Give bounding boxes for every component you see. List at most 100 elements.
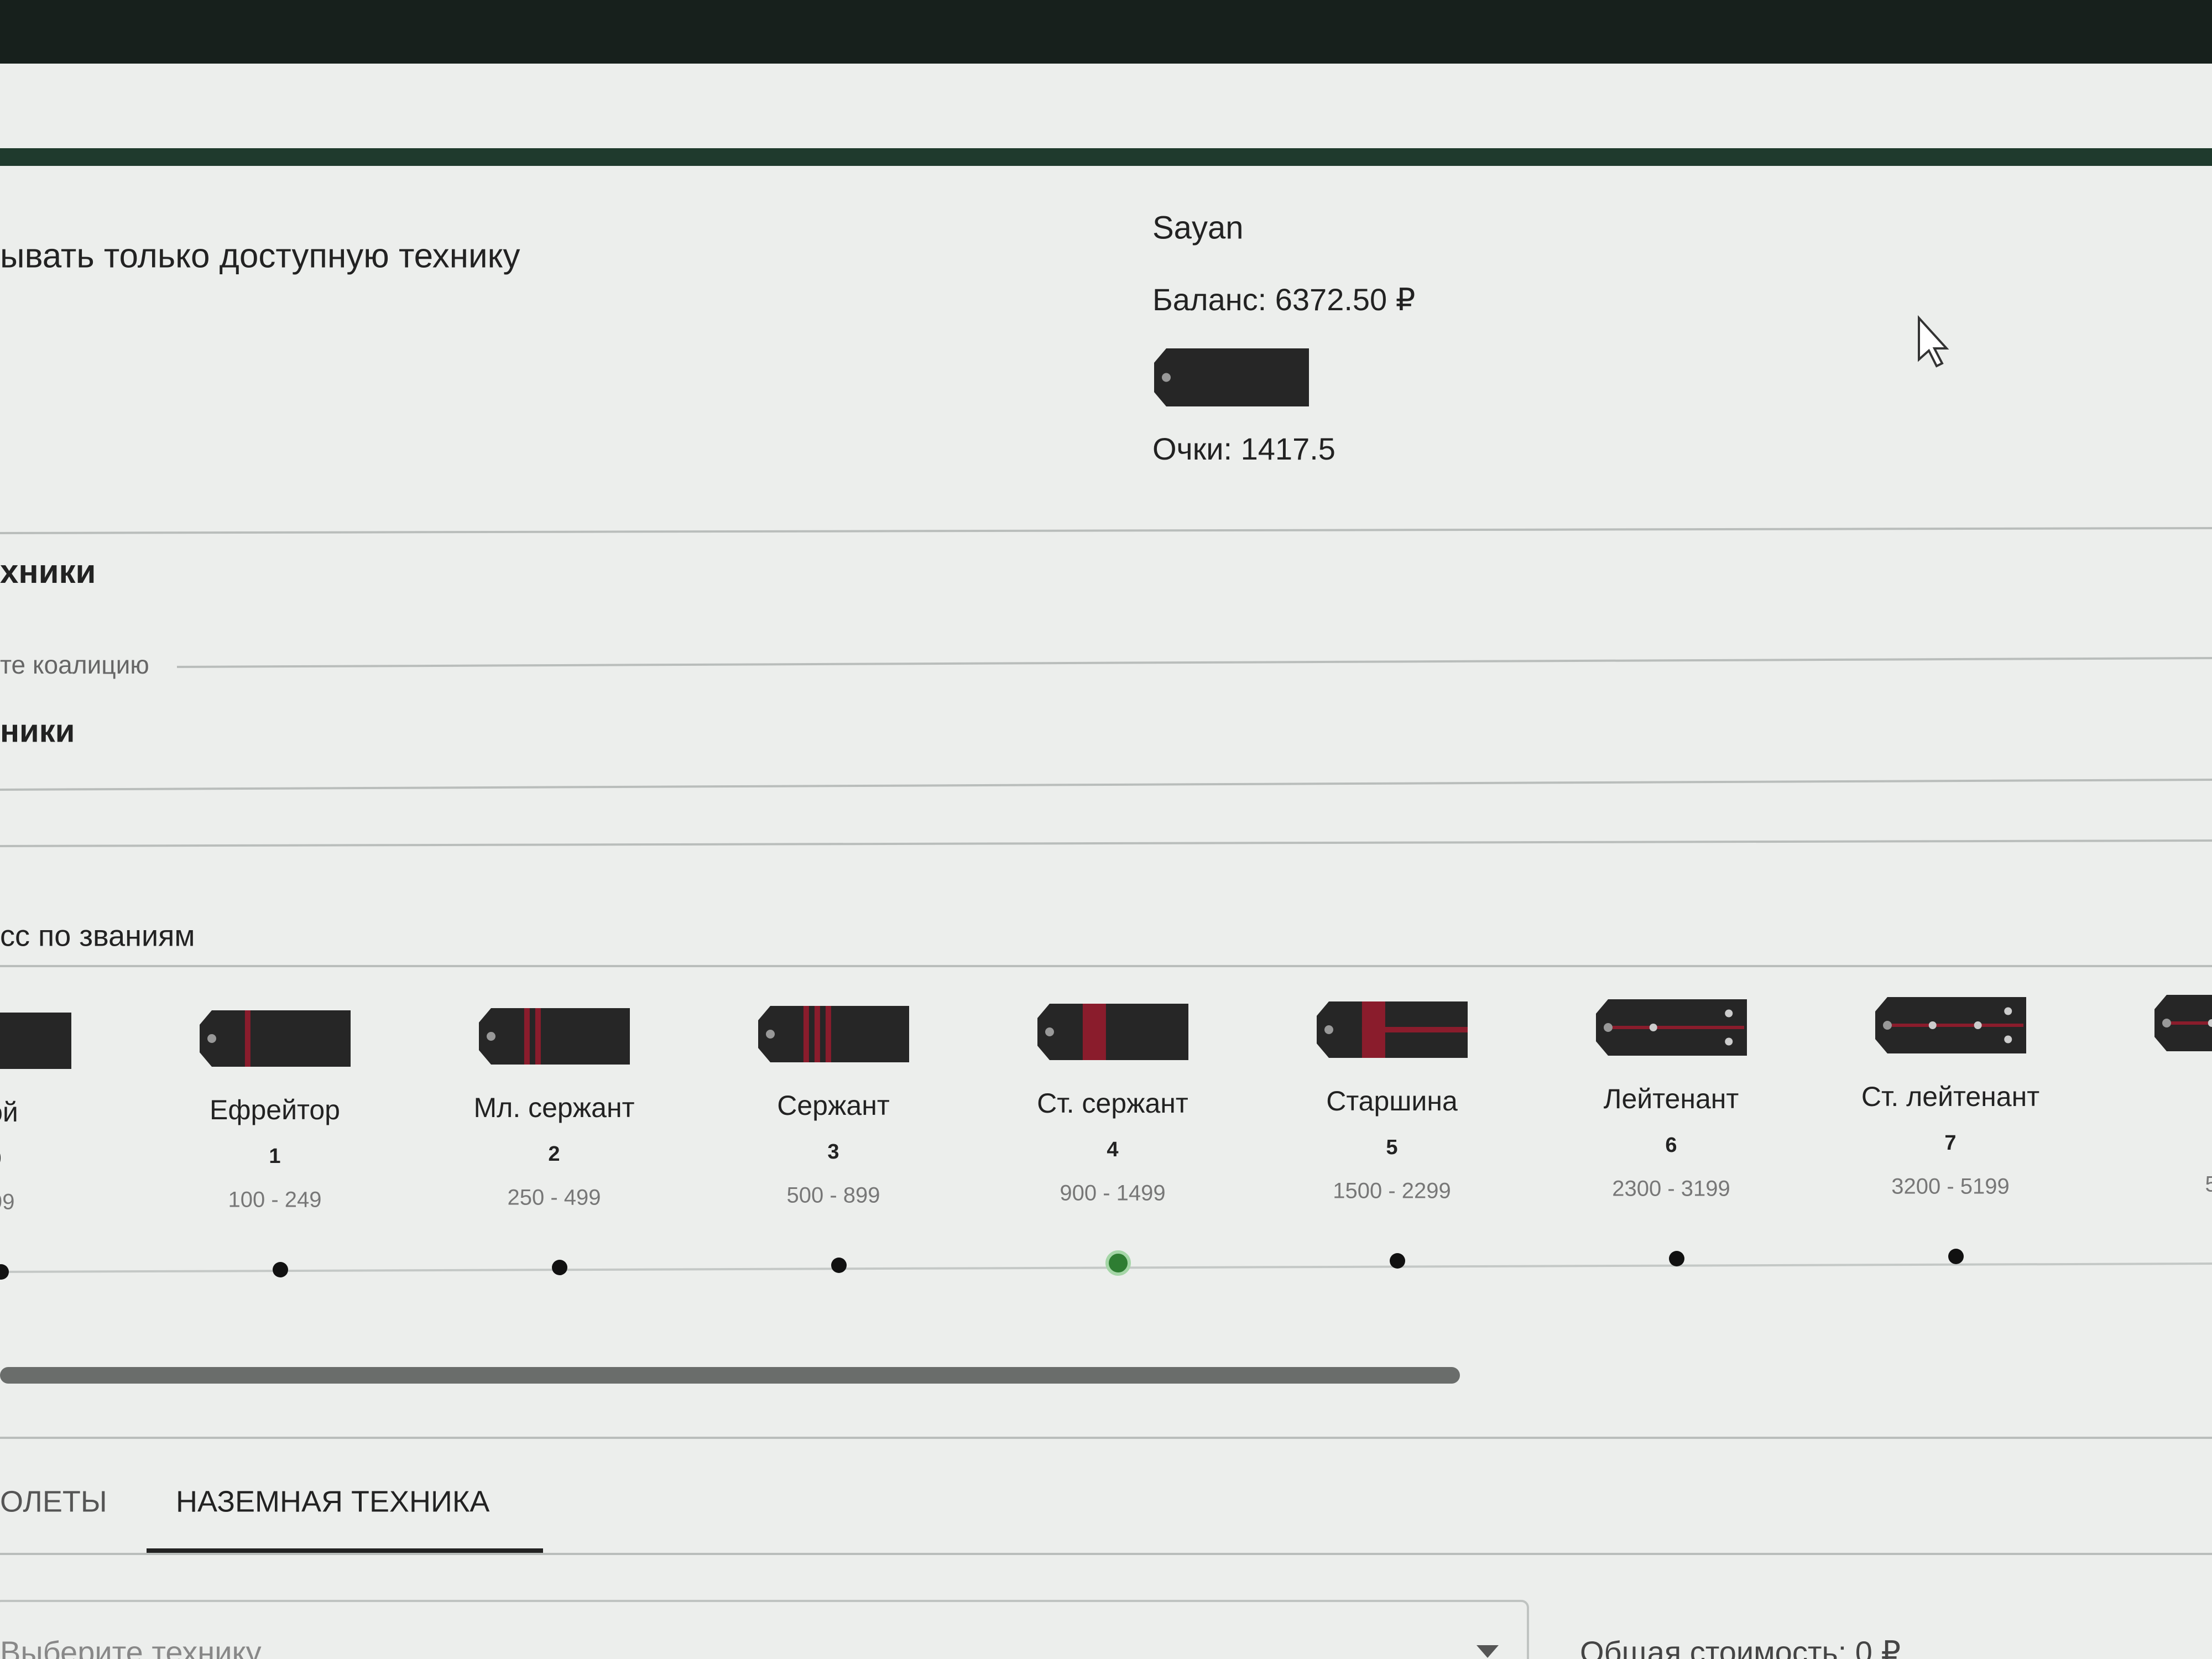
star: [2004, 1035, 2012, 1044]
top-bar: [0, 0, 2212, 64]
rank-range: 250 - 499: [507, 1186, 601, 1210]
rank-name: вой: [0, 1097, 18, 1128]
rank-list: вой 0 - 99 Ефрейтор 1 100 - 249 Мл. сержант 2 25…: [0, 995, 2212, 1280]
user-rank-insignia: [1154, 348, 1309, 406]
rank-item[interactable]: Лейтенант 6 2300 - 3199: [1596, 999, 1747, 1266]
divider: [0, 779, 2212, 791]
rank-item[interactable]: Ст. лейтенант 7 3200 - 5199: [1861, 997, 2039, 1264]
rank-dot-current: [1105, 1250, 1131, 1276]
epaulette: [479, 1008, 630, 1065]
rank-level: 7: [1944, 1131, 1956, 1155]
rank-level: 0: [0, 1147, 2, 1170]
stripe: [825, 1006, 831, 1062]
user-name: Sayan: [1152, 210, 1243, 246]
tab[interactable]: ОЛЕТЫ: [0, 1485, 107, 1518]
filter-label[interactable]: ывать только доступную технику: [0, 237, 520, 275]
button: [1162, 373, 1171, 382]
rank-dot: [1669, 1251, 1684, 1266]
tab-indicator: [147, 1548, 543, 1554]
divider: [0, 839, 2212, 847]
rank-range: 900 - 1499: [1060, 1181, 1165, 1206]
rank-level: 5: [1386, 1136, 1397, 1159]
button: [1604, 1023, 1613, 1032]
rank-range: 1500 - 2299: [1333, 1179, 1451, 1203]
rank-level: 4: [1107, 1138, 1118, 1161]
rank-name: Лейтенант: [1604, 1083, 1739, 1114]
select-arrow: [1477, 1645, 1499, 1658]
rank-range: - 99: [0, 1190, 14, 1214]
user-balance: Баланс: 6372.50 ₽: [1152, 282, 1415, 317]
rank-name: Ст. лейтенант: [1861, 1081, 2039, 1112]
rank-name: Ст. сержант: [1037, 1088, 1188, 1119]
rank-name: Ефрейтор: [210, 1094, 340, 1125]
rank-dot: [273, 1262, 288, 1277]
rank-level: 3: [827, 1140, 839, 1164]
tab[interactable]: НАЗЕМНАЯ ТЕХНИКА: [176, 1485, 489, 1518]
rank-range: 2300 - 3199: [1612, 1177, 1730, 1201]
rank-item[interactable]: Ефрейтор 1 100 - 249: [200, 1010, 351, 1277]
rank-level: 1: [269, 1145, 280, 1168]
epaulette: [758, 1006, 909, 1062]
rank-name: Старшина: [1326, 1086, 1458, 1117]
star: [1725, 1037, 1733, 1046]
rank-item[interactable]: Сержант 3 500 - 899: [758, 1006, 909, 1273]
stripe: [1613, 1026, 1744, 1029]
button: [766, 1030, 775, 1039]
stripe: [535, 1008, 541, 1065]
scrollbar[interactable]: [0, 1367, 1460, 1384]
rank-item[interactable]: Ст. сержант 4 900 - 1499: [1037, 1004, 1188, 1276]
rank-range: 3200 - 5199: [1891, 1175, 2010, 1199]
rank-dot: [831, 1258, 847, 1273]
epaulette: [0, 1013, 71, 1069]
rank-range: 5200: [2205, 1172, 2212, 1197]
stripe: [524, 1008, 530, 1065]
rank-level: 6: [1665, 1134, 1677, 1157]
divider: [0, 527, 2212, 534]
rank-range: 500 - 899: [786, 1183, 880, 1208]
epaulette: [1154, 348, 1309, 406]
star: [1725, 1009, 1733, 1018]
user-points: Очки: 1417.5: [1152, 431, 1335, 466]
star: [1649, 1024, 1657, 1031]
rank-level: 2: [548, 1142, 560, 1166]
button: [1045, 1027, 1054, 1036]
rank-range: 100 - 249: [228, 1188, 321, 1212]
rank-dot: [552, 1260, 567, 1275]
rank-name: Сержант: [777, 1090, 890, 1121]
button: [487, 1032, 495, 1041]
rank-track: [0, 1262, 2212, 1273]
rank-item[interactable]: вой 0 - 99: [0, 1013, 71, 1280]
star: [1974, 1021, 1982, 1029]
star: [1928, 1021, 1937, 1029]
star: [2208, 1019, 2212, 1027]
rank-dot: [1948, 1249, 1964, 1264]
rank-item[interactable]: Мл. сержант 2 250 - 499: [474, 1008, 635, 1275]
stripe: [1082, 1004, 1106, 1060]
tabs: ОЛЕТЫ НАЗЕМНАЯ ТЕХНИКА: [0, 1485, 543, 1554]
vehicle-select[interactable]: [0, 1600, 1529, 1659]
vehicle-select-placeholder[interactable]: Выберите технику: [0, 1635, 262, 1659]
type-label: ники: [0, 713, 75, 749]
stripe: [803, 1006, 809, 1062]
coalition-legend: те коалицию: [0, 650, 149, 679]
star: [2004, 1007, 2012, 1015]
section-title: хники: [0, 553, 96, 590]
stripe: [814, 1006, 820, 1062]
total-cost: Общая стоимость: 0 ₽: [1580, 1635, 1901, 1659]
rank-dot: [1390, 1253, 1405, 1269]
stripe: [1892, 1024, 2023, 1027]
header-line: [0, 148, 2212, 166]
fieldset-line: [176, 657, 2212, 668]
ranks-title: сс по званиям: [0, 919, 195, 952]
button: [1324, 1025, 1333, 1034]
rank-item[interactable]: Старшина 5 1500 - 2299: [1317, 1001, 1468, 1269]
button: [2162, 1019, 2171, 1027]
rank-item[interactable]: Ка5200: [2154, 995, 2212, 1262]
epaulette: [1037, 1004, 1188, 1060]
cursor: [1918, 315, 1949, 368]
stripe: [244, 1010, 251, 1067]
rank-dot: [0, 1264, 9, 1280]
button: [1883, 1021, 1892, 1030]
stripe: [2171, 1021, 2212, 1025]
